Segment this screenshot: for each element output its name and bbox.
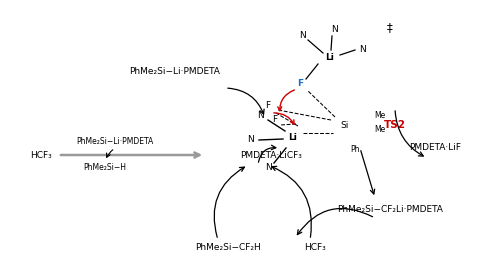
Text: PhMe₂Si−Li·PMDETA: PhMe₂Si−Li·PMDETA (76, 137, 154, 147)
Text: Li: Li (325, 53, 335, 63)
Text: N: N (248, 136, 254, 144)
Text: F: F (265, 101, 271, 109)
Text: PhMe₂Si−CF₂Li·PMDETA: PhMe₂Si−CF₂Li·PMDETA (337, 205, 443, 215)
Text: HCF₃: HCF₃ (304, 244, 326, 253)
Text: N: N (299, 31, 305, 40)
Text: PhMe₂Si−Li·PMDETA: PhMe₂Si−Li·PMDETA (130, 67, 220, 76)
Text: Ph: Ph (350, 146, 360, 154)
Text: TS2: TS2 (384, 120, 406, 130)
Text: Me: Me (374, 111, 385, 120)
Text: Me: Me (374, 125, 385, 134)
Text: N: N (264, 163, 271, 173)
Text: PMDETA·LiF: PMDETA·LiF (409, 144, 461, 153)
Text: PhMe₂Si−CF₂H: PhMe₂Si−CF₂H (195, 244, 261, 253)
Text: N: N (359, 46, 365, 54)
Text: Li: Li (288, 134, 298, 143)
Text: N: N (332, 25, 338, 34)
Text: F: F (273, 115, 277, 124)
Text: F: F (297, 79, 303, 88)
Text: PMDETA·LiCF₃: PMDETA·LiCF₃ (240, 150, 302, 160)
Text: HCF₃: HCF₃ (30, 150, 52, 160)
Text: ‡: ‡ (387, 21, 393, 34)
Text: Si: Si (341, 121, 349, 130)
Text: N: N (258, 111, 264, 121)
Text: PhMe₂Si−H: PhMe₂Si−H (84, 163, 127, 173)
